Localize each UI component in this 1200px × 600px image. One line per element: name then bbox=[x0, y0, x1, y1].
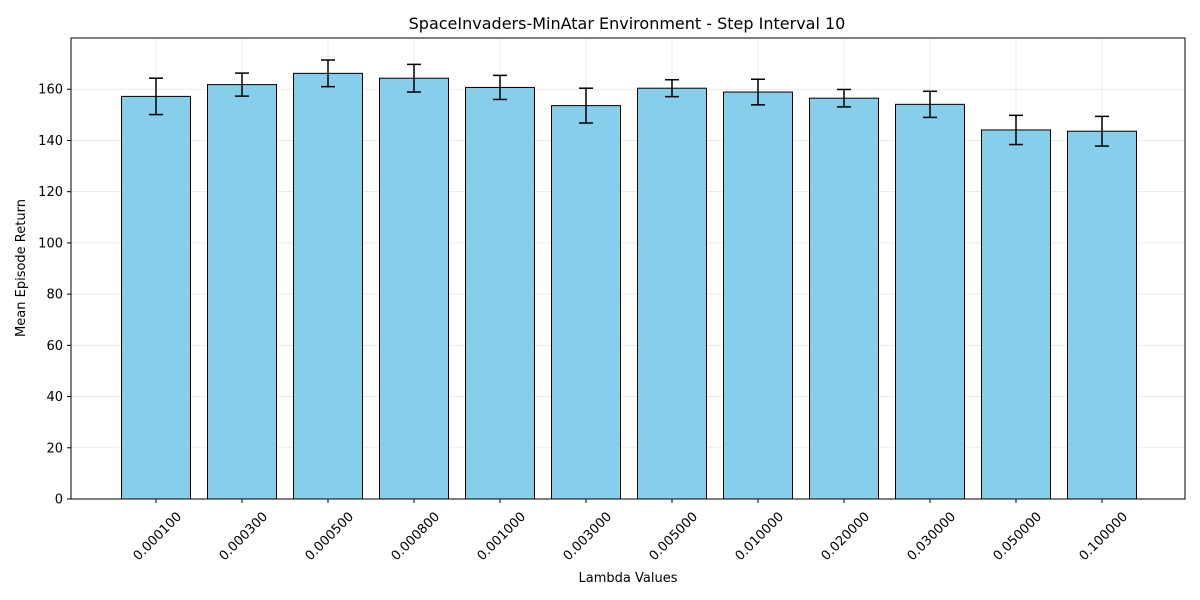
y-axis-ticks: 0 20 40 60 80 100 120 140 160 bbox=[38, 83, 71, 508]
x-tick-label: 0.000500 bbox=[303, 509, 357, 563]
y-tick-label: 120 bbox=[38, 185, 63, 200]
bar bbox=[379, 77, 449, 500]
error-bar bbox=[493, 74, 507, 101]
y-tick-label: 60 bbox=[46, 339, 63, 354]
x-axis-label: Lambda Values bbox=[579, 571, 678, 586]
error-bar bbox=[579, 87, 593, 124]
bar bbox=[465, 86, 535, 500]
y-tick-label: 0 bbox=[55, 493, 63, 508]
error-bars bbox=[149, 59, 1109, 147]
x-tick-label: 0.001000 bbox=[475, 509, 529, 563]
error-bar bbox=[923, 90, 937, 119]
error-bar bbox=[751, 78, 765, 106]
x-tick-label: 0.000100 bbox=[131, 509, 185, 563]
bar bbox=[207, 84, 277, 500]
y-tick-label: 140 bbox=[38, 134, 63, 149]
error-bar bbox=[149, 77, 163, 116]
bar bbox=[723, 91, 793, 500]
y-tick-label: 80 bbox=[46, 288, 63, 303]
bar bbox=[809, 97, 879, 500]
plot-frame bbox=[70, 37, 1186, 500]
chart-title: SpaceInvaders-MinAtar Environment - Step… bbox=[409, 14, 846, 33]
x-tick-label: 0.010000 bbox=[733, 509, 787, 563]
y-tick-label: 100 bbox=[38, 236, 63, 251]
x-tick-label: 0.020000 bbox=[819, 509, 873, 563]
y-axis-label: Mean Episode Return bbox=[14, 199, 29, 337]
error-bar bbox=[235, 72, 249, 97]
error-bar bbox=[1095, 115, 1109, 147]
y-tick-label: 20 bbox=[46, 441, 63, 456]
x-tick-label: 0.030000 bbox=[905, 509, 959, 563]
bar bbox=[981, 129, 1051, 500]
y-tick-label: 160 bbox=[38, 83, 63, 98]
x-tick-label: 0.000300 bbox=[217, 509, 271, 563]
x-tick-label: 0.003000 bbox=[561, 509, 615, 563]
error-bar bbox=[665, 78, 679, 98]
error-bar bbox=[321, 59, 335, 88]
error-bar bbox=[837, 88, 851, 108]
x-tick-label: 0.005000 bbox=[647, 509, 701, 563]
error-bar bbox=[1009, 114, 1023, 146]
bar bbox=[121, 95, 191, 500]
x-tick-label: 0.050000 bbox=[991, 509, 1045, 563]
x-tick-label: 0.000800 bbox=[389, 509, 443, 563]
bar bbox=[551, 105, 621, 500]
error-bar bbox=[407, 63, 421, 93]
bar bbox=[895, 103, 965, 500]
bar bbox=[637, 87, 707, 500]
bar bbox=[1067, 130, 1137, 500]
x-tick-label: 0.100000 bbox=[1077, 509, 1131, 563]
bar bbox=[293, 72, 363, 500]
y-tick-label: 40 bbox=[46, 390, 63, 405]
bars bbox=[121, 72, 1137, 500]
x-axis-ticks: 0.000100 0.000300 0.000500 0.000800 0.001000… bbox=[131, 499, 1131, 564]
